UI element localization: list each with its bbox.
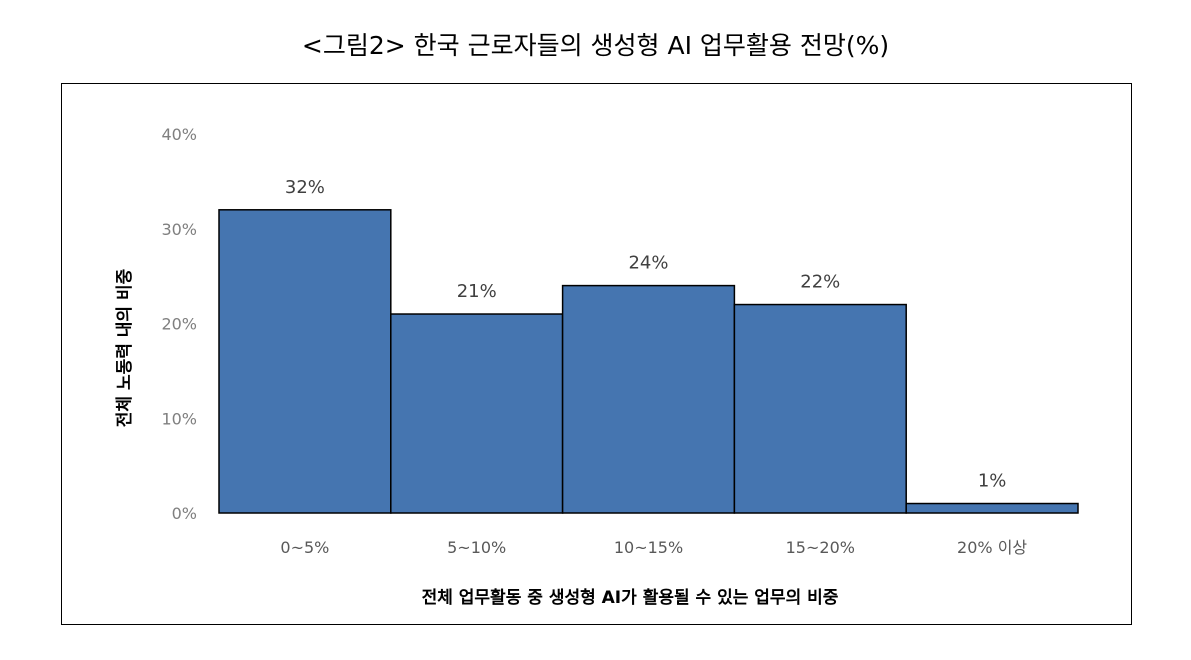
chart-title: <그림2> 한국 근로자들의 생성형 AI 업무활용 전망(%) [301,31,890,60]
data-label: 22% [800,272,840,293]
bar [218,209,392,514]
x-tick-label: 0~5% [280,538,329,557]
x-tick-label: 20% 이상 [957,538,1027,557]
data-label: 1% [978,471,1007,492]
y-tick-label: 30% [161,220,197,239]
x-tick-label: 5~10% [447,538,506,557]
bar [390,313,564,514]
data-label: 32% [285,177,325,198]
y-axis-label: 전체 노동력 내의 비중 [115,268,135,427]
bar [905,502,1079,514]
data-label: 21% [457,281,497,302]
bar [733,303,907,514]
x-axis-label: 전체 업무활동 중 생성형 AI가 활용될 수 있는 업무의 비중 [422,587,839,608]
x-tick-label: 15~20% [786,538,855,557]
y-tick-label: 20% [161,315,197,334]
y-tick-label: 10% [161,409,197,428]
x-tick-label: 10~15% [614,538,683,557]
y-tick-label: 40% [161,125,197,144]
bar [561,284,736,514]
data-label: 24% [628,253,668,274]
y-tick-label: 0% [172,504,197,523]
chart-frame [61,83,1132,625]
